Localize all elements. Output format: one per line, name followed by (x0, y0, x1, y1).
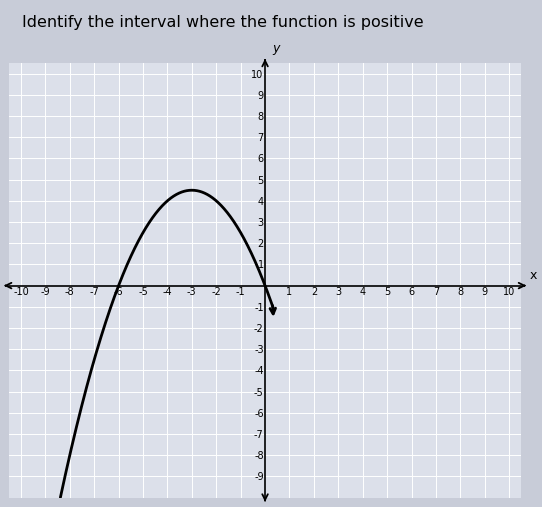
Text: x: x (530, 269, 537, 282)
Text: y: y (273, 42, 280, 55)
Text: Identify the interval where the function is positive: Identify the interval where the function… (22, 15, 423, 30)
